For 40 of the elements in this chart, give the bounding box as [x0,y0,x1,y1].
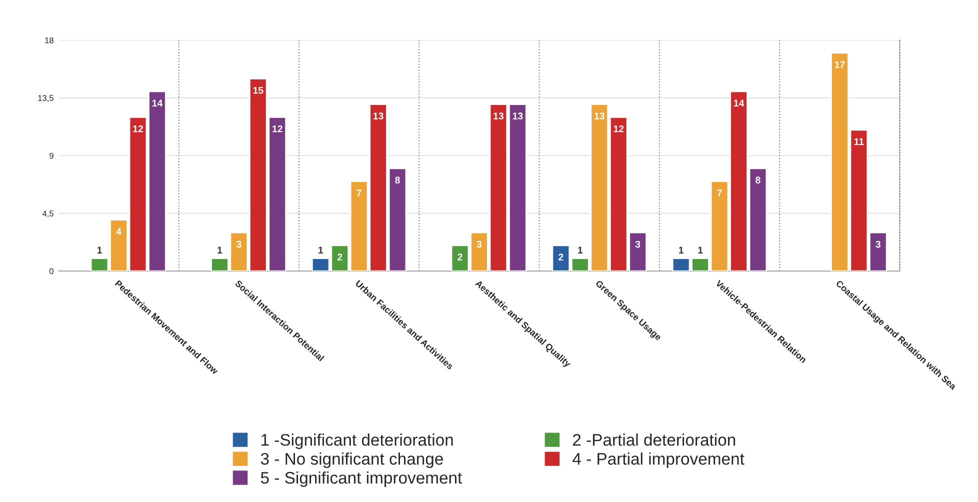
data-label: 1 [318,246,324,254]
data-label: 2 [337,254,342,260]
data-label: 7 [356,190,362,196]
data-label: 14 [152,100,163,106]
data-label: 11 [854,138,864,145]
legend-label: 3 - No significant change [260,452,443,468]
data-label: 13 [494,112,504,120]
data-label: 13 [373,112,384,120]
data-label: 17 [834,61,845,68]
data-label: 14 [734,100,744,106]
y-tick-label: 4,5 [42,210,54,218]
data-label: 12 [133,125,143,132]
data-label: 1 [698,246,703,254]
legend-label: 1 -Significant deterioration [262,434,453,450]
y-tick-label: 0 [50,268,54,274]
data-label: 3 [476,240,482,248]
y-tick-label: 18 [45,37,54,44]
data-label: 8 [395,176,400,184]
data-label: 1 [678,246,684,254]
y-tick-label: 13,5 [38,95,54,102]
y-tick-label: 9 [50,152,54,159]
data-label: 15 [253,86,264,94]
data-label: 3 [236,240,242,248]
data-label: 8 [756,176,760,184]
legend-label: 4 - Partial improvement [572,452,744,468]
data-label: 2 [558,254,564,260]
data-label: 1 [218,246,222,254]
data-label: 13 [594,112,604,120]
data-label: 1 [97,246,102,254]
legend-label: 2 -Partial deterioration [573,434,736,446]
data-label: 12 [614,125,624,132]
data-label: 12 [272,125,282,132]
data-label: 1 [578,246,583,254]
legend-label: 5 - Significant improvement [260,471,462,487]
data-label: 13 [512,112,523,120]
data-label: 2 [458,254,462,260]
data-label: 4 [116,228,122,235]
data-label: 3 [876,240,880,248]
data-label: 3 [635,240,640,248]
data-label: 7 [717,190,722,196]
